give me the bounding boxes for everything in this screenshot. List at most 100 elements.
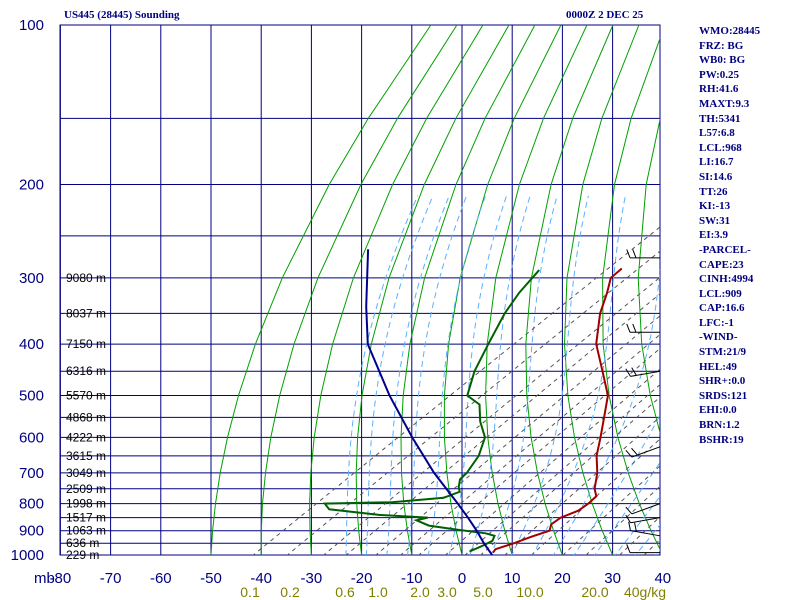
temperature-tick-label: 0 (458, 570, 466, 587)
pressure-tick-label: 200 (19, 177, 44, 194)
pressure-unit-label: mb (34, 570, 55, 587)
height-label: 5570 m (66, 388, 106, 402)
index-item: EI:3.9 (699, 229, 729, 242)
wind-barbs (625, 249, 661, 554)
sounding-traces (322, 249, 623, 555)
mixing-ratio-label: 10.0 (516, 584, 543, 600)
wind-barb-flag (631, 367, 637, 376)
height-label: 229 m (66, 548, 99, 562)
mixing-ratio-line (375, 315, 660, 555)
temperature-tick-label: -80 (50, 570, 72, 587)
wind-barb-flag (634, 522, 637, 532)
dry-adiabat (637, 117, 660, 435)
dry-adiabat (563, 25, 640, 555)
index-item: MAXT:9.3 (699, 97, 750, 110)
temperature-tick-label: -30 (301, 570, 323, 587)
index-item: WMO:28445 (699, 25, 761, 37)
wind-barb (631, 503, 661, 515)
wind-barb (630, 370, 661, 377)
dry-adiabats (210, 1, 800, 567)
wind-barb (630, 530, 661, 537)
stability-indices: WMO:28445 FRZ: BG WB0: BG PW:0.25 RH:41.6 MAX… (699, 24, 760, 447)
height-label: 7150 m (66, 337, 106, 351)
dry-adiabat (260, 25, 458, 555)
dry-adiabat (210, 25, 432, 555)
dry-adiabat (773, 1, 800, 567)
wind-barb (630, 517, 661, 524)
wind-barb-flag (626, 544, 631, 553)
mixing-ratio-label: 3.0 (437, 584, 457, 600)
index-item: -PARCEL- (699, 243, 751, 256)
index-item: FRZ: BG (699, 39, 744, 52)
moist-adiabat (490, 195, 558, 555)
index-item: LI:16.7 (699, 156, 734, 169)
moist-adiabat (614, 495, 660, 555)
height-label: 636 m (66, 536, 99, 550)
mixing-ratio-label: 0.6 (335, 584, 355, 600)
mixing-ratio-line (286, 250, 660, 555)
index-item: SW:31 (699, 214, 731, 227)
index-item: PW:0.25 (699, 68, 740, 81)
wind-barb-flag (632, 323, 637, 333)
moist-adiabat (406, 195, 467, 555)
mixing-ratio-label: 40g/kg (624, 584, 666, 600)
temperature-line (492, 267, 623, 554)
height-label: 4222 m (66, 430, 106, 444)
index-item: SI:14.6 (699, 170, 733, 183)
moist-adiabat (386, 195, 450, 555)
pressure-tick-label: 700 (19, 465, 44, 482)
dry-adiabat (400, 25, 536, 555)
sounding-station-title: US445 (28445) Sounding (64, 9, 180, 21)
moist-adiabat (635, 524, 660, 555)
pressure-tick-label: 500 (19, 387, 44, 404)
height-label: 6316 m (66, 364, 106, 378)
index-item: RH:41.6 (699, 83, 739, 96)
mixing-ratio-line (585, 485, 660, 555)
moist-adiabat (532, 195, 626, 555)
height-label: 2509 m (66, 482, 106, 496)
pressure-tick-label: 800 (19, 496, 44, 513)
mixing-ratio-line (562, 465, 660, 555)
wind-barb-flag (628, 521, 631, 531)
parcel-line (365, 249, 493, 555)
height-label: 3049 m (66, 466, 106, 480)
mixing-ratio-label: 20.0 (581, 584, 608, 600)
moist-adiabat (469, 195, 531, 555)
index-item: CINH:4994 (699, 273, 754, 286)
mixing-ratio-line (345, 293, 660, 555)
temperature-tick-label: -60 (150, 570, 172, 587)
moist-adiabat (448, 195, 507, 555)
wind-barb-flag (626, 249, 631, 259)
moist-adiabat (594, 461, 660, 555)
index-item: SRDS:121 (699, 389, 748, 402)
index-item: BSHR:19 (699, 433, 744, 446)
moist-adiabat (427, 195, 486, 555)
temperature-tick-label: 30 (604, 570, 621, 587)
mixing-ratio-lines (252, 226, 660, 555)
temperature-tick-label: -10 (401, 570, 423, 587)
wind-barb (631, 446, 661, 458)
index-item: BRN:1.2 (699, 419, 740, 432)
dry-adiabat (443, 25, 562, 555)
index-item: HEL:49 (699, 360, 737, 373)
index-item: TH:5341 (699, 112, 741, 125)
index-item: EHI:0.0 (699, 404, 737, 417)
height-label: 4868 m (66, 410, 106, 424)
wind-barb-flag (632, 249, 637, 259)
height-label: 1998 m (66, 497, 106, 511)
index-item: KI:-13 (699, 200, 731, 213)
sounding-time: 0000Z 2 DEC 25 (566, 9, 644, 21)
wind-barb-flag (625, 514, 631, 524)
wind-barb-flag (625, 368, 631, 377)
mixing-ratio-label: 5.0 (473, 584, 493, 600)
mixing-ratio-line (479, 396, 660, 555)
index-item: TT:26 (699, 185, 728, 198)
mixing-ratio-line (399, 333, 660, 555)
temperature-tick-label: -20 (351, 570, 373, 587)
height-label: 9080 m (66, 271, 106, 285)
dry-adiabat (602, 37, 660, 551)
index-item: -WIND- (699, 331, 738, 344)
index-item: STM:21/9 (699, 346, 747, 359)
